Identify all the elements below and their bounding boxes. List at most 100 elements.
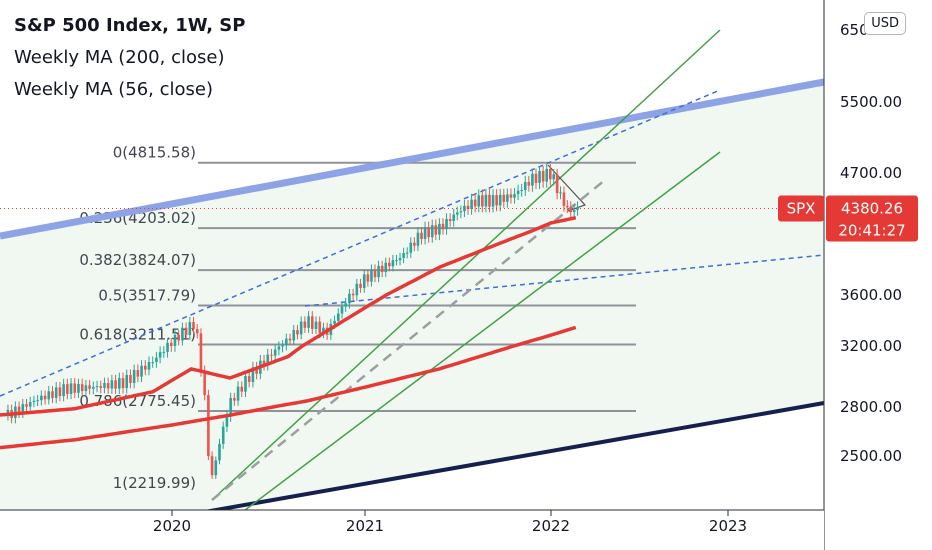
candle-body [92, 386, 95, 389]
candle-body [322, 327, 325, 334]
green-channel-upper[interactable] [211, 29, 721, 501]
fibonacci-retracement[interactable]: 0(4815.58)0.236(4203.02)0.382(3824.07)0.… [79, 144, 636, 492]
candle-body [281, 344, 284, 347]
fib-label[interactable]: 1(2219.99) [113, 474, 196, 492]
ma-56-line [0, 215, 577, 417]
candle-body [527, 182, 531, 186]
candle-body [36, 400, 39, 402]
symbol-tag[interactable] [778, 195, 824, 222]
candle-body [240, 386, 244, 392]
candle-body [434, 225, 438, 235]
price-tick-label[interactable]: 2500.00 [840, 447, 902, 465]
candle-body [481, 195, 484, 207]
candle-body [448, 218, 452, 221]
currency-button[interactable]: USD [864, 12, 906, 35]
fib-label[interactable]: 0.786(2775.45) [79, 392, 196, 410]
chart-title[interactable]: S&P 500 Index, 1W, SP [14, 15, 246, 36]
price-tick-label[interactable]: 5500.00 [840, 93, 902, 111]
candle-body [359, 283, 362, 288]
candle-body [43, 395, 47, 400]
last-price-tag[interactable]: SPX 4380.26 20:41:27 [0, 195, 918, 242]
candle-body [273, 349, 277, 356]
candle-body [262, 360, 266, 365]
candle-body [277, 346, 281, 350]
candle-body [441, 223, 445, 230]
candle-body [495, 195, 498, 206]
candle-body [340, 306, 344, 314]
candle-body [314, 321, 318, 329]
candle-body [452, 214, 456, 221]
price-tick-label[interactable]: 3200.00 [840, 337, 902, 355]
candle-body [184, 327, 188, 335]
candle-body [99, 386, 103, 388]
candle-body [169, 342, 173, 346]
candle-body [477, 195, 481, 207]
candle-body [166, 342, 169, 352]
time-tick-label[interactable]: 2020 [153, 517, 191, 535]
candle-body [377, 265, 380, 278]
candle-body [158, 352, 162, 358]
candle-body [21, 404, 25, 413]
candle-body [255, 367, 258, 374]
candle-body [95, 386, 99, 388]
candle-body [384, 262, 388, 273]
candle-body [307, 316, 310, 328]
time-tick-label[interactable]: 2021 [346, 517, 384, 535]
fib-label[interactable]: 0.5(3517.79) [98, 286, 196, 304]
candle-body [531, 173, 534, 186]
indicator-ma-200[interactable]: Weekly MA (200, close) [14, 47, 225, 68]
candle-body [110, 380, 114, 389]
candle-body [459, 211, 463, 213]
fib-label[interactable]: 0.382(3824.07) [79, 251, 196, 269]
candle-body [207, 395, 210, 457]
green-channel-lower[interactable] [211, 151, 721, 536]
candle-body [162, 351, 166, 353]
candle-body [292, 330, 296, 341]
candle-body [523, 182, 527, 190]
candle-body [54, 387, 58, 398]
candle-body [247, 376, 251, 382]
candle-body [195, 329, 199, 334]
candle-body [173, 334, 177, 346]
candle-body [88, 385, 91, 389]
price-tag[interactable] [826, 195, 918, 242]
candle-body [391, 260, 395, 267]
candle-body [221, 426, 225, 444]
candle-body [513, 194, 516, 198]
candle-body [129, 374, 132, 383]
candle-body [214, 460, 218, 476]
candle-body [285, 338, 288, 345]
indicator-ma-56[interactable]: Weekly MA (56, close) [14, 79, 214, 100]
candle-body [69, 383, 73, 394]
candle-body [203, 371, 206, 396]
candle-body [427, 227, 430, 238]
candle-body [506, 194, 509, 202]
candle-body [388, 262, 391, 267]
symbol-label: SPX [787, 199, 816, 217]
price-tick-label[interactable]: 4700.00 [840, 164, 902, 182]
moving-averages [0, 215, 577, 450]
candle-body [402, 253, 405, 258]
candle-body [225, 416, 229, 427]
candle-body [199, 333, 203, 372]
candle-body [114, 380, 117, 389]
price-candles [6, 163, 579, 479]
fib-label[interactable]: 0(4815.58) [113, 144, 196, 162]
upper-channel-line[interactable] [0, 78, 825, 240]
candle-body [106, 383, 110, 389]
candle-body [576, 207, 579, 210]
candle-body [545, 169, 549, 182]
price-tick-label[interactable]: 2800.00 [840, 398, 902, 416]
candle-body [548, 169, 552, 180]
time-tick-label[interactable]: 2023 [709, 517, 747, 535]
candle-body [288, 338, 292, 341]
candle-body [420, 232, 423, 240]
candle-body [251, 367, 255, 382]
time-tick-label[interactable]: 2022 [532, 517, 570, 535]
candle-body [491, 195, 495, 207]
blue-dashed-support[interactable] [304, 254, 825, 307]
fib-label[interactable]: 0.618(3211.51) [79, 326, 196, 344]
price-tick-label[interactable]: 3600.00 [840, 286, 902, 304]
